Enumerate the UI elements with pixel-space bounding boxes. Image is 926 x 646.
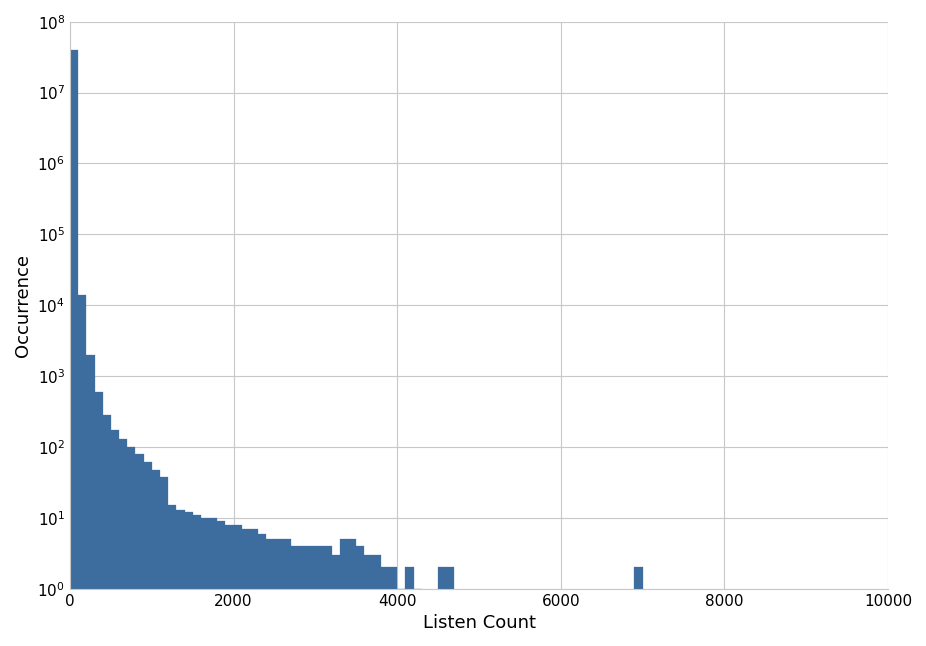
Bar [160,477,169,646]
Bar [282,539,291,646]
Bar [397,589,406,646]
Bar [316,546,323,646]
Bar [242,529,250,646]
Bar [340,539,348,646]
Bar [111,430,119,646]
Bar [250,529,258,646]
Bar [78,295,86,646]
Bar [634,567,643,646]
Bar [406,567,414,646]
Bar [357,546,365,646]
Bar [274,539,282,646]
Bar [94,392,103,646]
Bar [438,567,446,646]
Bar [381,567,389,646]
Bar [233,525,242,646]
Bar [86,355,94,646]
Bar [169,505,176,646]
Y-axis label: Occurrence: Occurrence [14,254,31,357]
Bar [144,462,152,646]
Bar [225,525,233,646]
Bar [176,510,184,646]
Bar [193,515,201,646]
Bar [103,415,111,646]
Bar [389,567,397,646]
Bar [365,555,372,646]
Bar [307,546,316,646]
Bar [446,567,455,646]
Bar [372,555,381,646]
Bar [152,470,160,646]
Bar [119,439,127,646]
Bar [70,50,78,646]
Bar [332,555,340,646]
Bar [348,539,357,646]
Bar [201,518,209,646]
Bar [135,454,144,646]
X-axis label: Listen Count: Listen Count [422,614,535,632]
Bar [218,521,225,646]
Bar [209,518,218,646]
Bar [291,546,299,646]
Bar [299,546,307,646]
Bar [323,546,332,646]
Bar [127,447,135,646]
Bar [267,539,274,646]
Bar [258,534,267,646]
Bar [184,512,193,646]
Bar [414,589,421,646]
